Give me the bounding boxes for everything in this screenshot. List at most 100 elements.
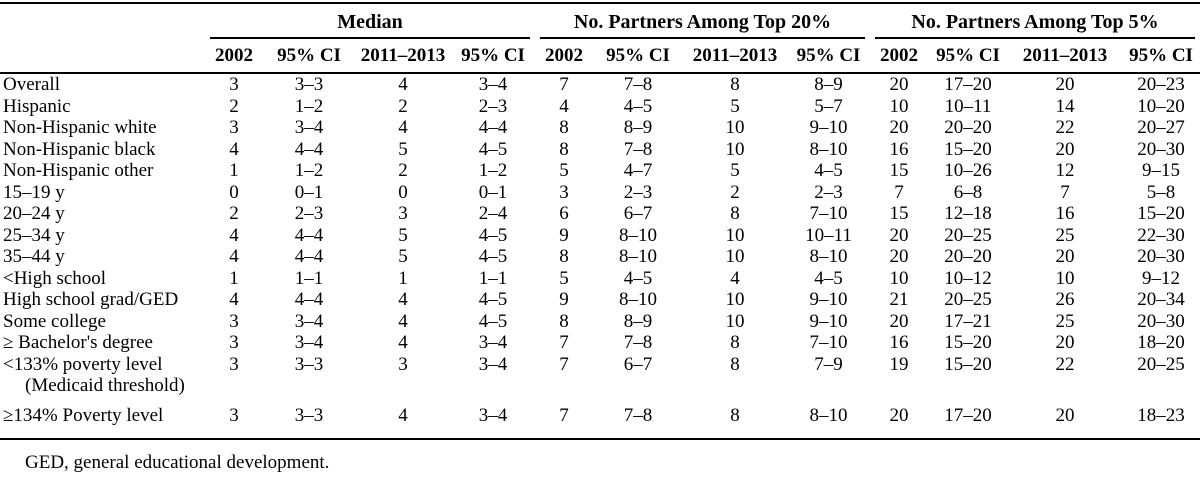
data-cell: 7–10: [809, 203, 848, 224]
data-cell: 3–4: [451, 396, 535, 440]
row-label: Non-Hispanic other: [3, 160, 154, 181]
data-cell: 7–8: [623, 332, 653, 353]
data-cell: 10: [725, 289, 745, 310]
data-cell: 4–5: [623, 267, 653, 289]
data-cell: 19: [889, 353, 909, 375]
data-cell: 8: [559, 138, 569, 160]
data-cell: 4: [559, 95, 569, 117]
data-cell: 10: [725, 117, 745, 138]
data-cell: 7: [559, 353, 569, 375]
data-cell: 7: [559, 74, 569, 95]
sub-header-cell: 95% CI: [593, 39, 683, 74]
data-cell: 3–4: [294, 332, 324, 353]
sub-header-cell: 95% CI: [928, 39, 1008, 74]
data-cell: 20: [889, 246, 909, 267]
row-label: 25–34 y: [3, 224, 65, 246]
data-cell: 9–15: [1142, 160, 1180, 181]
data-cell: 18–20: [1137, 332, 1185, 353]
data-cell: 20–20: [944, 246, 992, 267]
table-row: 25–34 y 4 4–4 5 4–5 9 8–10 10 10–11 20 20–25 25 22–3…: [0, 225, 1200, 247]
data-cell: 1: [229, 160, 239, 181]
sub-header-cell: 95% CI: [787, 39, 870, 74]
row-label: 20–24 y: [3, 203, 65, 224]
data-cell: 20: [889, 74, 909, 95]
table-footnote: GED, general educational development.: [25, 452, 330, 473]
data-cell: 20–20: [944, 117, 992, 138]
data-cell: 8: [683, 396, 787, 440]
data-cell: 20: [889, 117, 909, 138]
data-cell: 17–20: [944, 74, 992, 95]
data-cell: 5: [730, 95, 740, 117]
data-cell: 2–3: [478, 95, 508, 117]
data-cell: 15–20: [944, 332, 992, 353]
data-cell: 8–10: [809, 138, 848, 160]
data-cell: 2–4: [478, 203, 508, 224]
data-cell: 20: [870, 396, 928, 440]
table-row: 20–24 y 2 2–3 3 2–4 6 6–7 8 7–10 15 12–18 16 15–20: [0, 203, 1200, 225]
data-cell: 15: [889, 203, 909, 224]
row-label: Overall: [3, 74, 60, 95]
data-cell: 8–10: [619, 289, 657, 310]
data-cell: 5: [559, 267, 569, 289]
data-cell: 1: [229, 267, 239, 289]
data-cell: 1–1: [294, 267, 324, 289]
data-cell: 3: [559, 181, 569, 203]
data-cell: 25: [1055, 310, 1075, 332]
data-cell: 5–8: [1146, 181, 1176, 203]
data-cell: 10–12: [944, 267, 992, 289]
data-cell: 6–7: [623, 203, 653, 224]
data-cell: 4: [355, 396, 451, 440]
data-cell: 4–5: [623, 95, 653, 117]
data-cell: 9–10: [809, 117, 848, 138]
data-cell: 16: [1055, 203, 1075, 224]
data-cell: 5: [398, 224, 408, 246]
data-cell: 8–9: [623, 310, 653, 332]
group-header-row: Median No. Partners Among Top 20% No. Part…: [0, 3, 1200, 39]
row-label: High school grad/GED: [3, 289, 179, 310]
data-cell: 7: [1060, 181, 1070, 203]
group-header-1: Median: [205, 3, 535, 39]
data-cell: 16: [889, 138, 909, 160]
row-label: ≥ Bachelor's degree: [3, 332, 153, 353]
data-cell: 4–5: [478, 289, 508, 310]
data-cell: 3–4: [294, 310, 324, 332]
data-cell: 7–8: [623, 138, 653, 160]
data-cell: 20–34: [1137, 289, 1185, 310]
data-cell: 0: [398, 181, 408, 203]
data-cell: 20: [1055, 332, 1075, 353]
data-cell: 2: [730, 181, 740, 203]
sub-header-cell: 2002: [870, 39, 928, 74]
data-cell: 8–9: [623, 117, 653, 138]
data-cell: 9: [559, 289, 569, 310]
data-cell: 8: [730, 74, 740, 95]
data-cell: 4–4: [478, 117, 508, 138]
data-cell: 0–1: [294, 181, 324, 203]
data-cell: 3: [398, 203, 408, 224]
row-label: Hispanic: [3, 95, 71, 117]
data-cell: 8: [559, 117, 569, 138]
data-cell: 20–25: [944, 224, 992, 246]
results-table: Median No. Partners Among Top 20% No. Part…: [0, 2, 1200, 440]
data-cell: 3: [229, 74, 239, 95]
data-cell: 9–12: [1142, 267, 1180, 289]
data-cell: 20: [1055, 74, 1075, 95]
sub-header-cell: 2002: [535, 39, 593, 74]
data-cell: 2: [229, 95, 239, 117]
sub-header-cell: 2002: [205, 39, 263, 74]
data-cell: 9–10: [809, 289, 848, 310]
table-row: Non-Hispanic black 4 4–4 5 4–5 8 7–8 10 8–10 16 15…: [0, 139, 1200, 161]
data-cell: 18–23: [1122, 396, 1200, 440]
data-cell: 8: [730, 203, 740, 224]
table-row: <High school 1 1–1 1 1–1 5 4–5 4 4–5 10 10–12 10 9–1…: [0, 268, 1200, 290]
data-cell: 10–20: [1137, 95, 1185, 117]
row-label: <High school: [3, 267, 107, 289]
data-cell: 1: [398, 267, 408, 289]
data-cell: 17–21: [944, 310, 992, 332]
data-cell: 4: [398, 310, 408, 332]
data-cell: 2–3: [814, 181, 843, 203]
sub-header-cell: 95% CI: [1122, 39, 1200, 74]
data-cell: 7: [894, 181, 904, 203]
data-cell: 4–5: [478, 138, 508, 160]
data-cell: 10: [725, 138, 745, 160]
data-cell: 10: [725, 310, 745, 332]
